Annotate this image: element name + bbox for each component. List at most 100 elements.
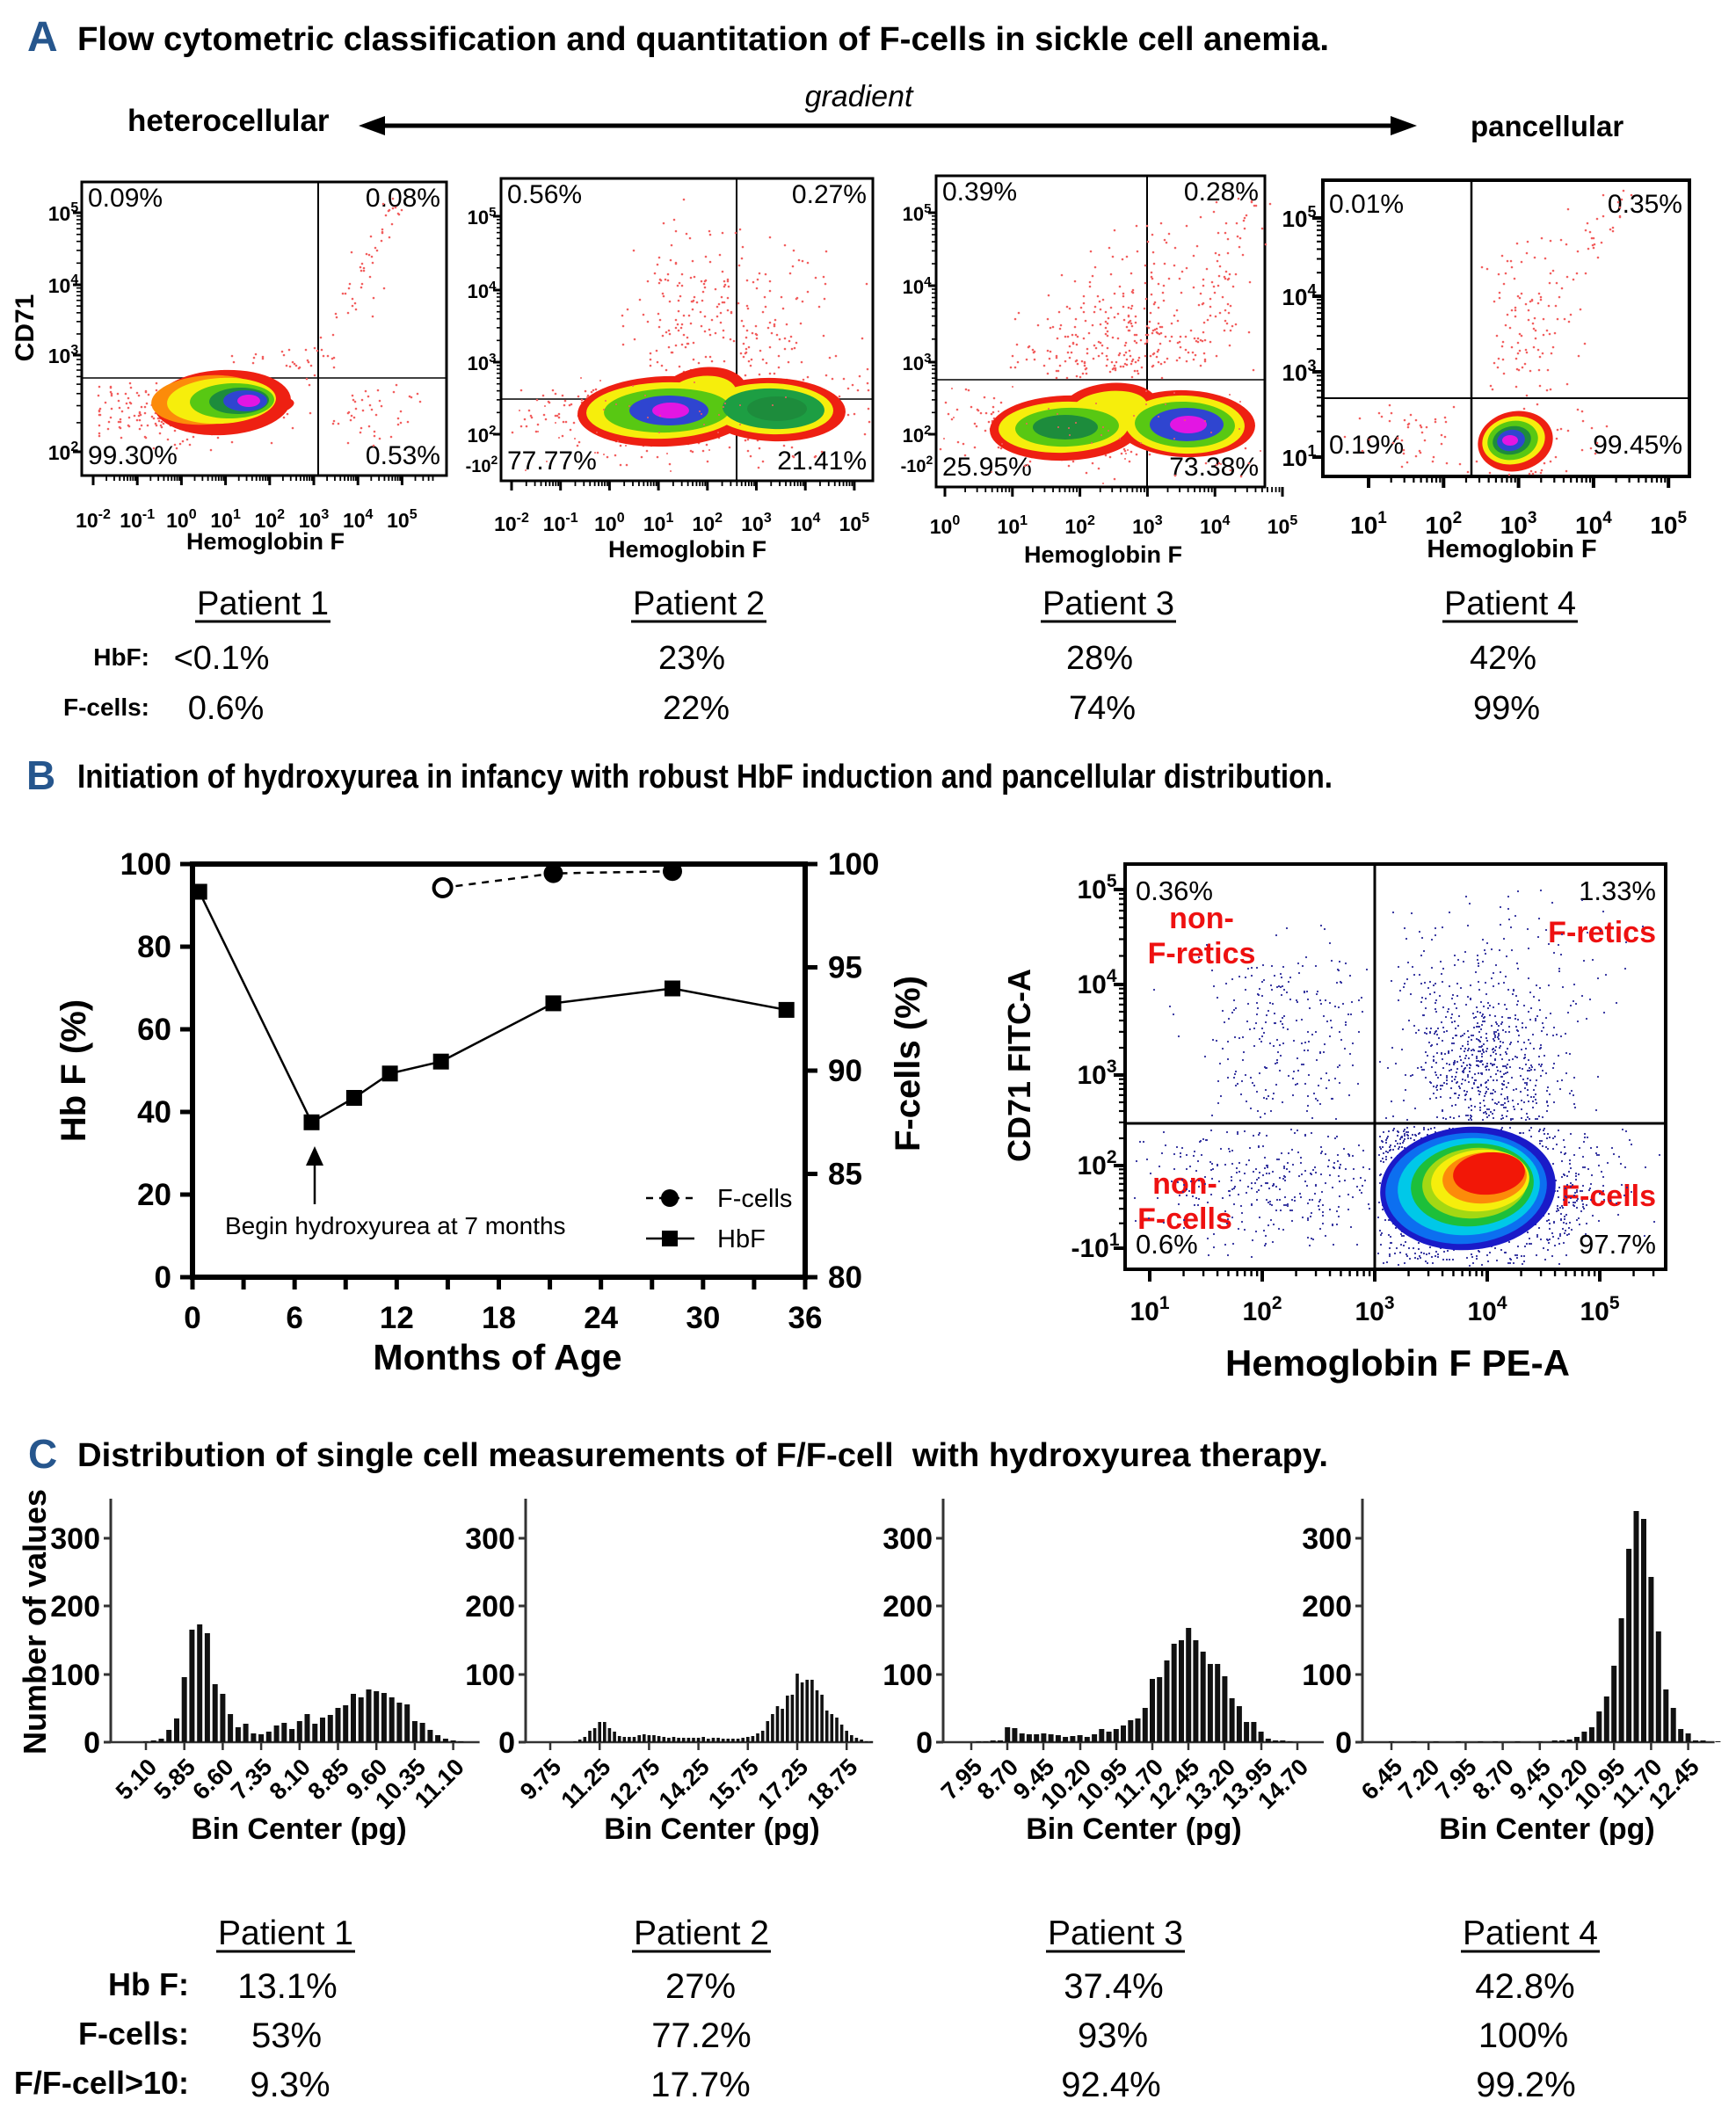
svg-text:0: 0: [184, 1301, 200, 1335]
svg-text:99.2%: 99.2%: [1476, 2066, 1575, 2104]
svg-text:101: 101: [998, 513, 1028, 538]
svg-text:HbF: HbF: [717, 1225, 766, 1253]
svg-text:1.33%: 1.33%: [1579, 875, 1656, 906]
svg-text:100: 100: [465, 1659, 515, 1692]
svg-text:0: 0: [84, 1726, 100, 1760]
svg-text:Bin Center (pg): Bin Center (pg): [191, 1813, 407, 1846]
svg-text:300: 300: [465, 1522, 515, 1556]
svg-text:12: 12: [380, 1301, 414, 1335]
svg-text:36: 36: [788, 1301, 823, 1335]
svg-text:80: 80: [137, 930, 171, 964]
svg-text:23%: 23%: [658, 640, 725, 677]
svg-text:92.4%: 92.4%: [1061, 2066, 1160, 2104]
svg-text:0.28%: 0.28%: [1184, 178, 1259, 207]
svg-text:28%: 28%: [1066, 640, 1133, 677]
svg-text:18: 18: [482, 1301, 516, 1335]
svg-text:103: 103: [1282, 357, 1317, 386]
svg-text:25.95%: 25.95%: [942, 453, 1032, 482]
svg-text:Patient 2: Patient 2: [633, 585, 765, 622]
svg-text:74%: 74%: [1069, 690, 1136, 727]
svg-text:Months of Age: Months of Age: [373, 1337, 621, 1377]
svg-text:HbF:: HbF:: [93, 643, 149, 671]
svg-text:9.3%: 9.3%: [250, 2066, 330, 2104]
svg-text:85: 85: [828, 1158, 862, 1192]
svg-text:non-: non-: [1169, 902, 1234, 935]
svg-text:22%: 22%: [663, 690, 730, 727]
svg-text:F-retics: F-retics: [1148, 937, 1256, 970]
svg-text:30: 30: [686, 1301, 720, 1335]
svg-text:Bin Center (pg): Bin Center (pg): [604, 1813, 820, 1846]
svg-text:0: 0: [1335, 1726, 1352, 1760]
svg-text:F-retics: F-retics: [1548, 916, 1656, 949]
svg-text:F-cells: F-cells: [1137, 1202, 1232, 1236]
svg-text:73.38%: 73.38%: [1169, 453, 1259, 482]
svg-text:200: 200: [465, 1590, 515, 1624]
svg-text:F-cells: F-cells: [717, 1185, 792, 1213]
svg-text:gradient: gradient: [805, 80, 914, 113]
svg-text:200: 200: [883, 1590, 933, 1624]
svg-text:C: C: [28, 1431, 57, 1477]
svg-text:60: 60: [137, 1013, 171, 1047]
svg-text:Bin Center (pg): Bin Center (pg): [1439, 1813, 1655, 1846]
svg-text:0.27%: 0.27%: [792, 180, 867, 209]
svg-text:0.35%: 0.35%: [1608, 190, 1682, 219]
svg-text:Bin Center (pg): Bin Center (pg): [1026, 1813, 1242, 1846]
svg-text:Hemoglobin F: Hemoglobin F: [186, 528, 345, 555]
svg-text:CD71 FITC-A: CD71 FITC-A: [1001, 969, 1037, 1162]
svg-text:non-: non-: [1152, 1167, 1217, 1201]
svg-text:Hb F (%): Hb F (%): [54, 999, 93, 1142]
svg-text:0.6%: 0.6%: [1136, 1229, 1198, 1260]
svg-text:F-cells:: F-cells:: [78, 2016, 189, 2052]
svg-text:80: 80: [828, 1260, 862, 1295]
svg-text:Flow cytometric classification: Flow cytometric classification and quant…: [77, 21, 1329, 58]
svg-text:10-2: 10-2: [76, 507, 111, 532]
svg-text:42.8%: 42.8%: [1475, 1967, 1574, 2006]
svg-text:B: B: [26, 752, 55, 798]
svg-text:0.6%: 0.6%: [188, 690, 265, 727]
svg-text:0.09%: 0.09%: [88, 184, 163, 213]
svg-text:93%: 93%: [1078, 2016, 1148, 2055]
svg-text:6: 6: [286, 1301, 302, 1335]
svg-text:0.36%: 0.36%: [1136, 875, 1213, 906]
svg-text:F-cells (%): F-cells (%): [889, 976, 927, 1151]
svg-text:Hemoglobin F PE-A: Hemoglobin F PE-A: [1225, 1342, 1570, 1384]
svg-text:0.01%: 0.01%: [1329, 190, 1404, 219]
svg-text:Hemoglobin F: Hemoglobin F: [1024, 541, 1182, 568]
svg-text:300: 300: [1302, 1522, 1352, 1556]
svg-text:99.30%: 99.30%: [88, 441, 178, 470]
svg-text:Patient 2: Patient 2: [634, 1914, 769, 1952]
svg-text:Hb F:: Hb F:: [108, 1966, 189, 2002]
svg-text:Patient 4: Patient 4: [1463, 1914, 1598, 1952]
svg-text:100: 100: [1302, 1659, 1352, 1692]
svg-text:95: 95: [828, 951, 862, 985]
svg-text:105: 105: [1282, 203, 1317, 232]
svg-text:heterocellular: heterocellular: [127, 104, 330, 138]
svg-text:0: 0: [498, 1726, 515, 1760]
svg-text:0.53%: 0.53%: [366, 441, 440, 470]
svg-text:104: 104: [1575, 509, 1612, 539]
svg-text:97.7%: 97.7%: [1579, 1229, 1656, 1260]
svg-text:0: 0: [916, 1726, 933, 1760]
svg-text:CD71: CD71: [11, 294, 40, 362]
svg-text:37.4%: 37.4%: [1064, 1967, 1163, 2006]
svg-text:20: 20: [137, 1178, 171, 1212]
svg-text:100%: 100%: [1478, 2016, 1568, 2055]
svg-text:Hemoglobin F: Hemoglobin F: [1427, 535, 1596, 563]
svg-text:200: 200: [50, 1590, 100, 1624]
svg-text:100: 100: [883, 1659, 933, 1692]
svg-text:77.77%: 77.77%: [507, 447, 597, 476]
svg-text:A: A: [27, 14, 58, 61]
svg-text:Patient 3: Patient 3: [1042, 585, 1174, 622]
svg-text:0.08%: 0.08%: [366, 184, 440, 213]
svg-text:100: 100: [828, 847, 879, 882]
svg-text:pancellular: pancellular: [1471, 110, 1623, 142]
svg-text:0.56%: 0.56%: [507, 180, 582, 209]
svg-text:Patient 4: Patient 4: [1444, 585, 1576, 622]
svg-text:99.45%: 99.45%: [1593, 431, 1682, 460]
svg-text:13.1%: 13.1%: [237, 1967, 337, 2006]
svg-text:17.7%: 17.7%: [650, 2066, 750, 2104]
svg-text:103: 103: [1077, 1057, 1116, 1090]
svg-text:40: 40: [137, 1095, 171, 1130]
svg-text:100: 100: [50, 1659, 100, 1692]
svg-text:F-cells: F-cells: [1561, 1180, 1656, 1213]
